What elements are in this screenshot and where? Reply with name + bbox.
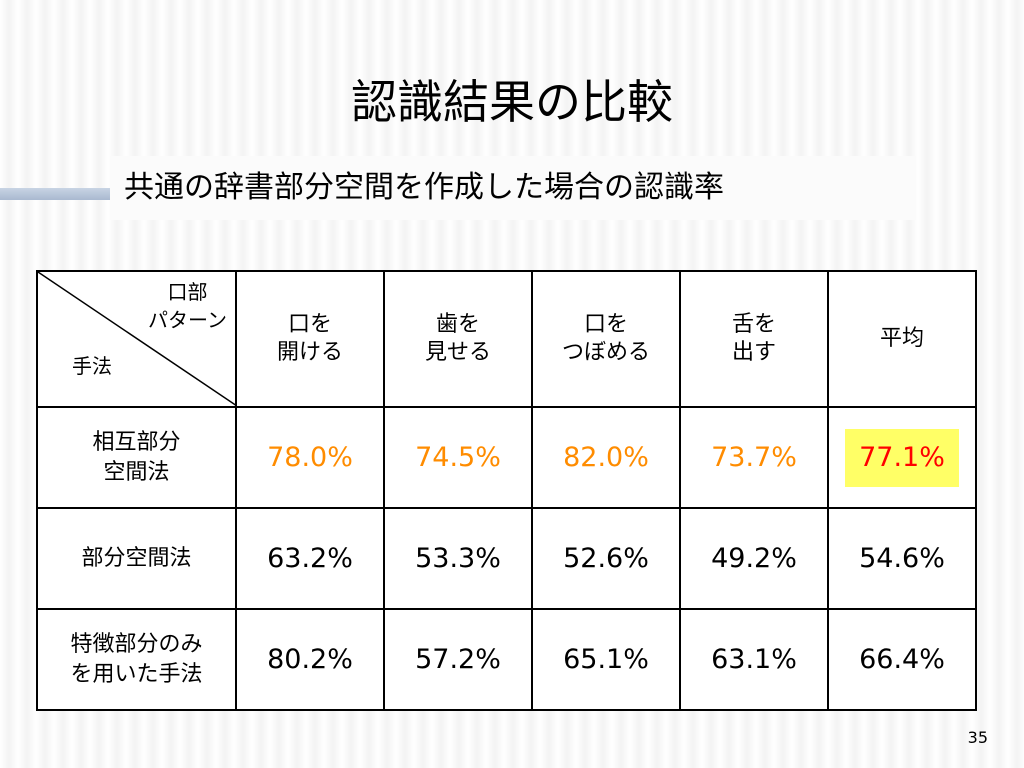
accent-rule	[0, 188, 112, 200]
slide-subtitle: 共通の辞書部分空間を作成した場合の認識率	[124, 170, 724, 205]
col-header-stick-out-tongue: 舌を 出す	[679, 270, 829, 408]
col-header-line1: 舌を	[731, 312, 776, 337]
slide-title: 認識結果の比較	[351, 75, 673, 129]
value-cell: 49.2%	[679, 507, 829, 610]
row-header-subspace: 部分空間法	[36, 507, 237, 610]
row-header-line2: 空間法	[103, 459, 170, 485]
value-cell: 53.3%	[383, 507, 533, 610]
table-row-feature-only: 特徴部分のみ を用いた手法 80.2% 57.2% 65.1% 63.1% 66…	[36, 608, 977, 711]
table-row-mutual-subspace: 相互部分 空間法 78.0% 74.5% 82.0% 73.7% 77.1%	[36, 406, 977, 509]
col-header-line1: 口を	[583, 312, 628, 337]
value-cell: 82.0%	[531, 406, 681, 509]
corner-header-cell: 口部 パターン 手法	[36, 270, 237, 408]
corner-pattern-label: 口部 パターン	[148, 278, 227, 334]
value-cell: 78.0%	[235, 406, 385, 509]
average-cell: 66.4%	[827, 608, 977, 711]
col-header-line1: 歯を	[435, 312, 480, 337]
subtitle-box	[110, 156, 916, 220]
results-table: 口部 パターン 手法 口を 開ける 歯を 見せる 口を つぼめる 舌を 出す 平…	[36, 270, 977, 711]
value-cell: 74.5%	[383, 406, 533, 509]
value-cell: 65.1%	[531, 608, 681, 711]
col-header-line2: 見せる	[424, 340, 491, 365]
highlight-box: 77.1%	[845, 428, 959, 487]
value-cell: 73.7%	[679, 406, 829, 509]
corner-top-line1: 口部	[167, 280, 208, 304]
value-cell: 63.1%	[679, 608, 829, 711]
corner-method-label: 手法	[72, 354, 112, 378]
value-cell: 63.2%	[235, 507, 385, 610]
value-cell: 57.2%	[383, 608, 533, 711]
col-header-open-mouth: 口を 開ける	[235, 270, 385, 408]
corner-top-line2: パターン	[148, 308, 227, 332]
row-header-line1: 相互部分	[92, 429, 181, 455]
col-header-line2: 開ける	[276, 340, 343, 365]
average-cell: 54.6%	[827, 507, 977, 610]
value-cell: 80.2%	[235, 608, 385, 711]
col-header-show-teeth: 歯を 見せる	[383, 270, 533, 408]
col-header-line1: 口を	[287, 312, 332, 337]
table-row-subspace: 部分空間法 63.2% 53.3% 52.6% 49.2% 54.6%	[36, 507, 977, 610]
row-header-mutual-subspace: 相互部分 空間法	[36, 406, 237, 509]
col-header-average: 平均	[827, 270, 977, 408]
table-header-row: 口部 パターン 手法 口を 開ける 歯を 見せる 口を つぼめる 舌を 出す 平…	[36, 270, 977, 408]
page-number: 35	[967, 728, 988, 747]
row-header-line2: を用いた手法	[70, 661, 203, 687]
value-cell: 52.6%	[531, 507, 681, 610]
diagonal-divider	[38, 272, 237, 406]
row-header-feature-only: 特徴部分のみ を用いた手法	[36, 608, 237, 711]
col-header-pucker-lips: 口を つぼめる	[531, 270, 681, 408]
col-header-line2: つぼめる	[561, 340, 650, 365]
col-header-line1: 平均	[879, 326, 924, 351]
average-cell-highlighted: 77.1%	[827, 406, 977, 509]
row-header-line1: 特徴部分のみ	[70, 631, 203, 657]
col-header-line2: 出す	[731, 340, 776, 365]
